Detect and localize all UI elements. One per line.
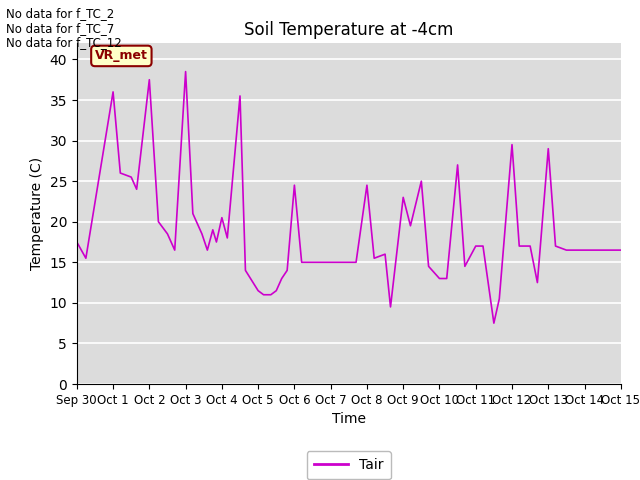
Text: VR_met: VR_met [95, 49, 148, 62]
X-axis label: Time: Time [332, 412, 366, 426]
Text: No data for f_TC_2: No data for f_TC_2 [6, 7, 115, 20]
Title: Soil Temperature at -4cm: Soil Temperature at -4cm [244, 21, 454, 39]
Y-axis label: Temperature (C): Temperature (C) [30, 157, 44, 270]
Text: No data for f_TC_12: No data for f_TC_12 [6, 36, 122, 49]
Text: No data for f_TC_7: No data for f_TC_7 [6, 22, 115, 35]
Legend: Tair: Tair [307, 451, 391, 480]
